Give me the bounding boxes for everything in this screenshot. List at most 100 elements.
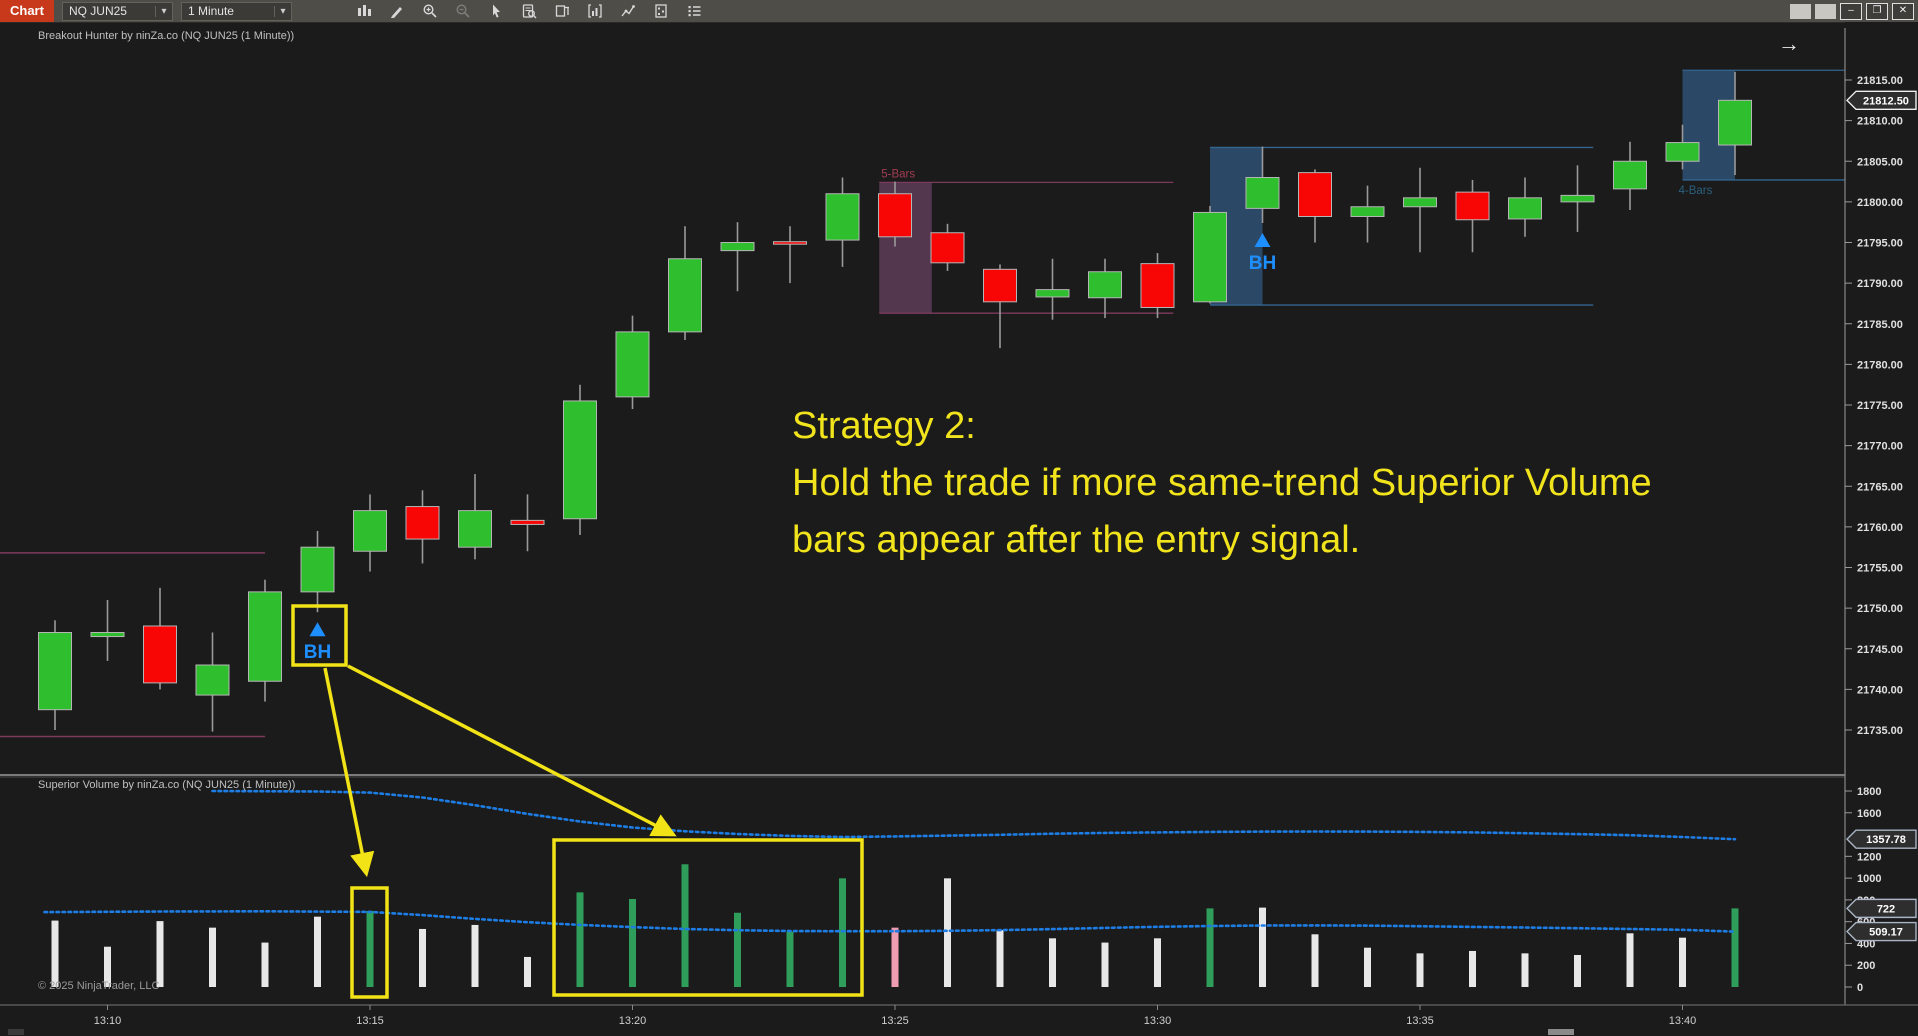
alert-flag-icon[interactable] xyxy=(552,2,572,20)
price-tick-label: 21775.00 xyxy=(1857,400,1903,412)
candle-13:18 xyxy=(510,519,545,525)
go-to-last-bar-button[interactable]: → xyxy=(1778,31,1800,56)
data-box-icon[interactable] xyxy=(519,2,539,20)
price-axis-bg[interactable] xyxy=(1845,22,1918,1005)
instrument-value: NQ JUN25 xyxy=(68,4,127,18)
instrument-select[interactable]: NQ JUN25 ▾ xyxy=(61,1,173,21)
box-label: 5-Bars xyxy=(881,168,915,180)
axis-value-marker xyxy=(1846,898,1917,919)
time-tick-label: 13:25 xyxy=(881,1015,909,1027)
volume-bar-13:32 xyxy=(1259,907,1266,987)
highlight-rect xyxy=(350,886,389,999)
h-scrollbar-thumb[interactable] xyxy=(1548,1029,1574,1035)
volume-tick-label: 1200 xyxy=(1857,851,1881,863)
strategy-grid-icon[interactable] xyxy=(651,2,671,20)
price-tick-label: 21795.00 xyxy=(1857,238,1903,250)
axis-value-marker xyxy=(1846,921,1917,942)
volume-bar-13:18 xyxy=(524,956,531,987)
bh-signal-triangle-icon xyxy=(309,622,326,637)
time-tick-label: 13:20 xyxy=(619,1015,647,1027)
candle-13:36 xyxy=(1455,191,1490,221)
drawing-line-icon[interactable] xyxy=(618,2,638,20)
close-button[interactable]: ✕ xyxy=(1892,3,1914,20)
volume-bar-13:41 xyxy=(1731,908,1739,987)
highlight-arrow xyxy=(323,667,375,878)
volume-bar-13:37 xyxy=(1521,953,1529,987)
strategy-annotation: Strategy 2: Hold the trade if more same-… xyxy=(792,398,1652,569)
toolbar: Chart NQ JUN25 ▾ 1 Minute ▾ – ❐ ✕ xyxy=(0,0,1918,23)
strategy-line-1: Strategy 2: xyxy=(792,405,976,447)
bh-signal-triangle-icon xyxy=(1254,233,1271,247)
volume-threshold-dotted-line xyxy=(43,909,1737,933)
volume-bar-13:20 xyxy=(629,899,636,987)
axis-value-marker-label: 722 xyxy=(1877,903,1895,915)
volume-tick-label: 0 xyxy=(1857,982,1863,994)
time-tick-label: 13:15 xyxy=(356,1015,384,1027)
volume-bar-13:31 xyxy=(1206,908,1214,987)
candle-13:25 xyxy=(878,193,912,238)
volume-bar-13:21 xyxy=(681,864,689,987)
candle-13:39 xyxy=(1613,160,1647,190)
candle-13:29 xyxy=(1088,271,1122,299)
candle-13:33 xyxy=(1298,172,1332,217)
volume-bar-13:14 xyxy=(314,916,321,987)
volume-tick-label: 1800 xyxy=(1857,786,1881,798)
volume-bar-13:29 xyxy=(1101,942,1109,987)
h-scrollbar-left[interactable] xyxy=(8,1029,24,1035)
price-tick-label: 21800.00 xyxy=(1857,197,1903,209)
candle-13:13 xyxy=(248,591,282,682)
volume-bar-13:33 xyxy=(1311,934,1319,987)
volume-upper_ma-dotted-line xyxy=(211,789,1737,841)
price-tick-label: 21780.00 xyxy=(1857,359,1903,371)
tab-chart[interactable]: Chart xyxy=(0,0,54,22)
zoom-in-icon[interactable] xyxy=(420,2,440,20)
candle-13:34 xyxy=(1350,206,1385,217)
minimize-button[interactable]: – xyxy=(1840,3,1862,20)
volume-bar-13:19 xyxy=(576,892,584,987)
axis-value-marker-label: 509.17 xyxy=(1869,927,1903,939)
panel-button-icon[interactable] xyxy=(1790,4,1811,19)
time-tick-label: 13:35 xyxy=(1406,1015,1434,1027)
candles-icon[interactable] xyxy=(354,2,374,20)
price-tick-label: 21810.00 xyxy=(1857,116,1903,128)
volume-bar-13:15 xyxy=(366,910,374,987)
candle-13:31 xyxy=(1193,211,1227,303)
candle-13:19 xyxy=(563,400,597,520)
candle-13:12 xyxy=(195,664,230,696)
candle-13:14 xyxy=(300,546,335,593)
highlight-arrow xyxy=(347,664,677,837)
volume-bar-13:10 xyxy=(104,946,111,987)
volume-bar-13:38 xyxy=(1574,954,1581,987)
highlight-rect xyxy=(552,838,864,997)
box-label: 4-Bars xyxy=(1679,185,1713,197)
zoom-out-icon[interactable] xyxy=(453,2,473,20)
volume-bar-13:22 xyxy=(734,912,741,987)
candle-13:16 xyxy=(405,506,440,540)
volume-bar-13:40 xyxy=(1679,937,1686,987)
chevron-down-icon: ▾ xyxy=(154,5,172,17)
volume-bar-13:13 xyxy=(261,942,269,987)
chevron-down-icon: ▾ xyxy=(273,5,291,17)
restore-button[interactable]: ❐ xyxy=(1866,3,1888,20)
volume-bar-13:27 xyxy=(996,930,1004,987)
list-icon[interactable] xyxy=(684,2,704,20)
interval-select[interactable]: 1 Minute ▾ xyxy=(180,1,292,21)
candle-13:41 xyxy=(1718,99,1752,146)
volume-bar-13:09 xyxy=(51,920,59,987)
axis-value-marker-label: 1357.78 xyxy=(1866,834,1906,846)
candle-13:23 xyxy=(773,241,807,245)
candle-13:21 xyxy=(668,258,702,333)
volume-bar-13:39 xyxy=(1626,933,1634,987)
chart-panel-icon[interactable] xyxy=(585,2,605,20)
candle-13:28 xyxy=(1035,289,1070,298)
copyright-label: © 2025 NinjaTrader, LLC xyxy=(38,980,160,992)
pencil-icon[interactable] xyxy=(387,2,407,20)
volume-bar-13:34 xyxy=(1364,947,1371,987)
strategy-line-3: bars appear after the entry signal. xyxy=(792,519,1361,561)
cursor-icon[interactable] xyxy=(486,2,506,20)
volume-bar-13:30 xyxy=(1154,938,1161,987)
panel-button-icon[interactable] xyxy=(1815,4,1836,19)
candle-13:15 xyxy=(353,510,387,552)
